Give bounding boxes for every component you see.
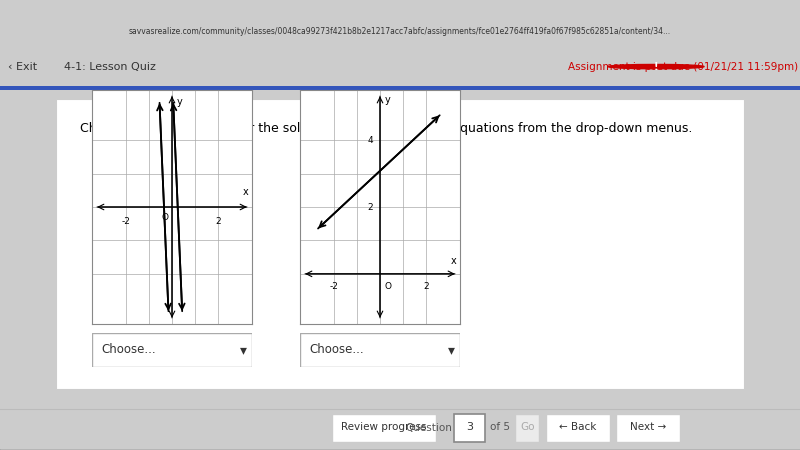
Text: O: O <box>162 212 169 221</box>
FancyBboxPatch shape <box>616 414 680 442</box>
Text: O: O <box>385 282 391 291</box>
Text: ▾: ▾ <box>240 343 247 357</box>
Text: y: y <box>177 97 182 107</box>
Text: 2: 2 <box>423 282 429 291</box>
Text: !: ! <box>654 62 658 72</box>
Text: x: x <box>243 187 249 197</box>
Text: x: x <box>451 256 457 266</box>
Text: -2: -2 <box>330 282 338 291</box>
Text: Go: Go <box>520 423 534 432</box>
FancyBboxPatch shape <box>515 414 539 442</box>
Text: y: y <box>385 95 390 105</box>
Text: 2: 2 <box>367 202 373 211</box>
Text: Choose...: Choose... <box>310 343 364 356</box>
Bar <box>0 86 800 90</box>
Text: Choose the correct label for the solution to each system of equations from the d: Choose the correct label for the solutio… <box>80 122 692 135</box>
Text: Next →: Next → <box>630 423 666 432</box>
FancyBboxPatch shape <box>56 99 744 389</box>
Text: Review progress: Review progress <box>342 423 426 432</box>
Text: of 5: of 5 <box>490 423 510 432</box>
Circle shape <box>608 64 704 69</box>
Text: 3: 3 <box>466 423 473 432</box>
Text: Assignment is past due (01/21/21 11:59pm): Assignment is past due (01/21/21 11:59pm… <box>568 62 798 72</box>
Text: 2: 2 <box>215 217 221 226</box>
Text: ▾: ▾ <box>448 343 455 357</box>
Text: Choose...: Choose... <box>102 343 156 356</box>
Text: 4: 4 <box>367 135 373 144</box>
Text: Question: Question <box>405 423 452 432</box>
Text: ← Back: ← Back <box>559 423 596 432</box>
Text: ‹ Exit: ‹ Exit <box>8 62 37 72</box>
Text: 4-1: Lesson Quiz: 4-1: Lesson Quiz <box>64 62 156 72</box>
Text: -2: -2 <box>122 217 130 226</box>
FancyBboxPatch shape <box>454 414 485 442</box>
FancyBboxPatch shape <box>332 414 436 442</box>
Text: savvasrealize.com/community/classes/0048ca99273f421b8b2e1217acc7abfc/assignments: savvasrealize.com/community/classes/0048… <box>129 27 671 36</box>
FancyBboxPatch shape <box>546 414 610 442</box>
